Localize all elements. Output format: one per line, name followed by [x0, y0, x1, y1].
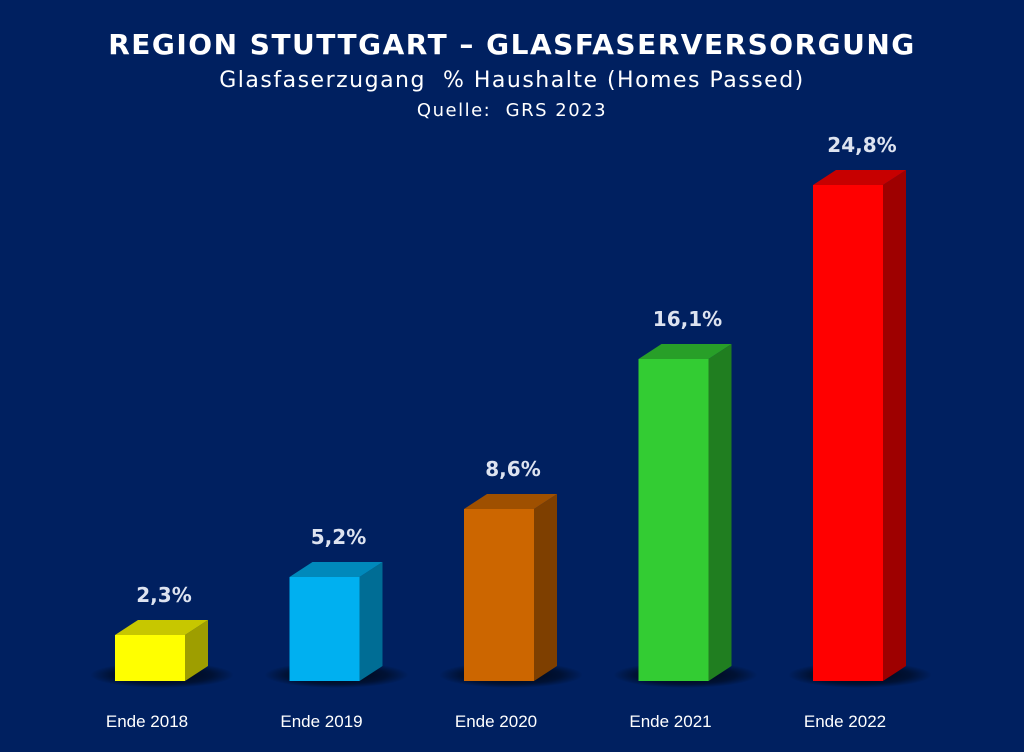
bar-side — [359, 562, 383, 681]
bar-front — [115, 635, 185, 681]
bar-front — [813, 185, 883, 681]
bar — [115, 620, 208, 681]
chart-subtitle: Glasfaserzugang % Haushalte (Homes Passe… — [219, 68, 805, 93]
bar-side — [883, 170, 906, 681]
bar — [813, 170, 906, 681]
bar-side — [708, 344, 732, 681]
data-label: 2,3% — [136, 583, 191, 607]
bar — [289, 562, 383, 681]
bar-side — [185, 620, 208, 681]
value-labels-group: 2,3% 5,2% 8,6% 16,1% 24,8% — [136, 133, 896, 607]
bar-top — [638, 344, 732, 359]
data-label: 16,1% — [653, 307, 722, 331]
chart-title: REGION STUTTGART – GLASFASERVERSORGUNG — [108, 28, 916, 61]
chart-source: Quelle: GRS 2023 — [416, 100, 608, 121]
x-tick-label: Ende 2022 — [804, 712, 886, 731]
bar-side — [534, 494, 557, 681]
category-labels-group: Ende 2018 Ende 2019 Ende 2020 Ende 2021 Ende… — [106, 712, 886, 731]
bar-top — [115, 620, 208, 635]
x-tick-label: Ende 2018 — [106, 712, 188, 731]
bar-top — [289, 562, 383, 577]
bar-front — [464, 509, 534, 681]
data-label: 5,2% — [311, 525, 366, 549]
x-tick-label: Ende 2020 — [455, 712, 537, 731]
data-label: 24,8% — [827, 133, 896, 157]
x-tick-label: Ende 2021 — [629, 712, 711, 731]
bar — [638, 344, 732, 681]
bar — [464, 494, 557, 681]
bar-front — [289, 577, 360, 681]
bar-front — [638, 359, 709, 681]
data-label: 8,6% — [485, 457, 540, 481]
bar-top — [813, 170, 906, 185]
bars-group — [115, 170, 906, 681]
bar-top — [464, 494, 557, 509]
x-tick-label: Ende 2019 — [280, 712, 362, 731]
